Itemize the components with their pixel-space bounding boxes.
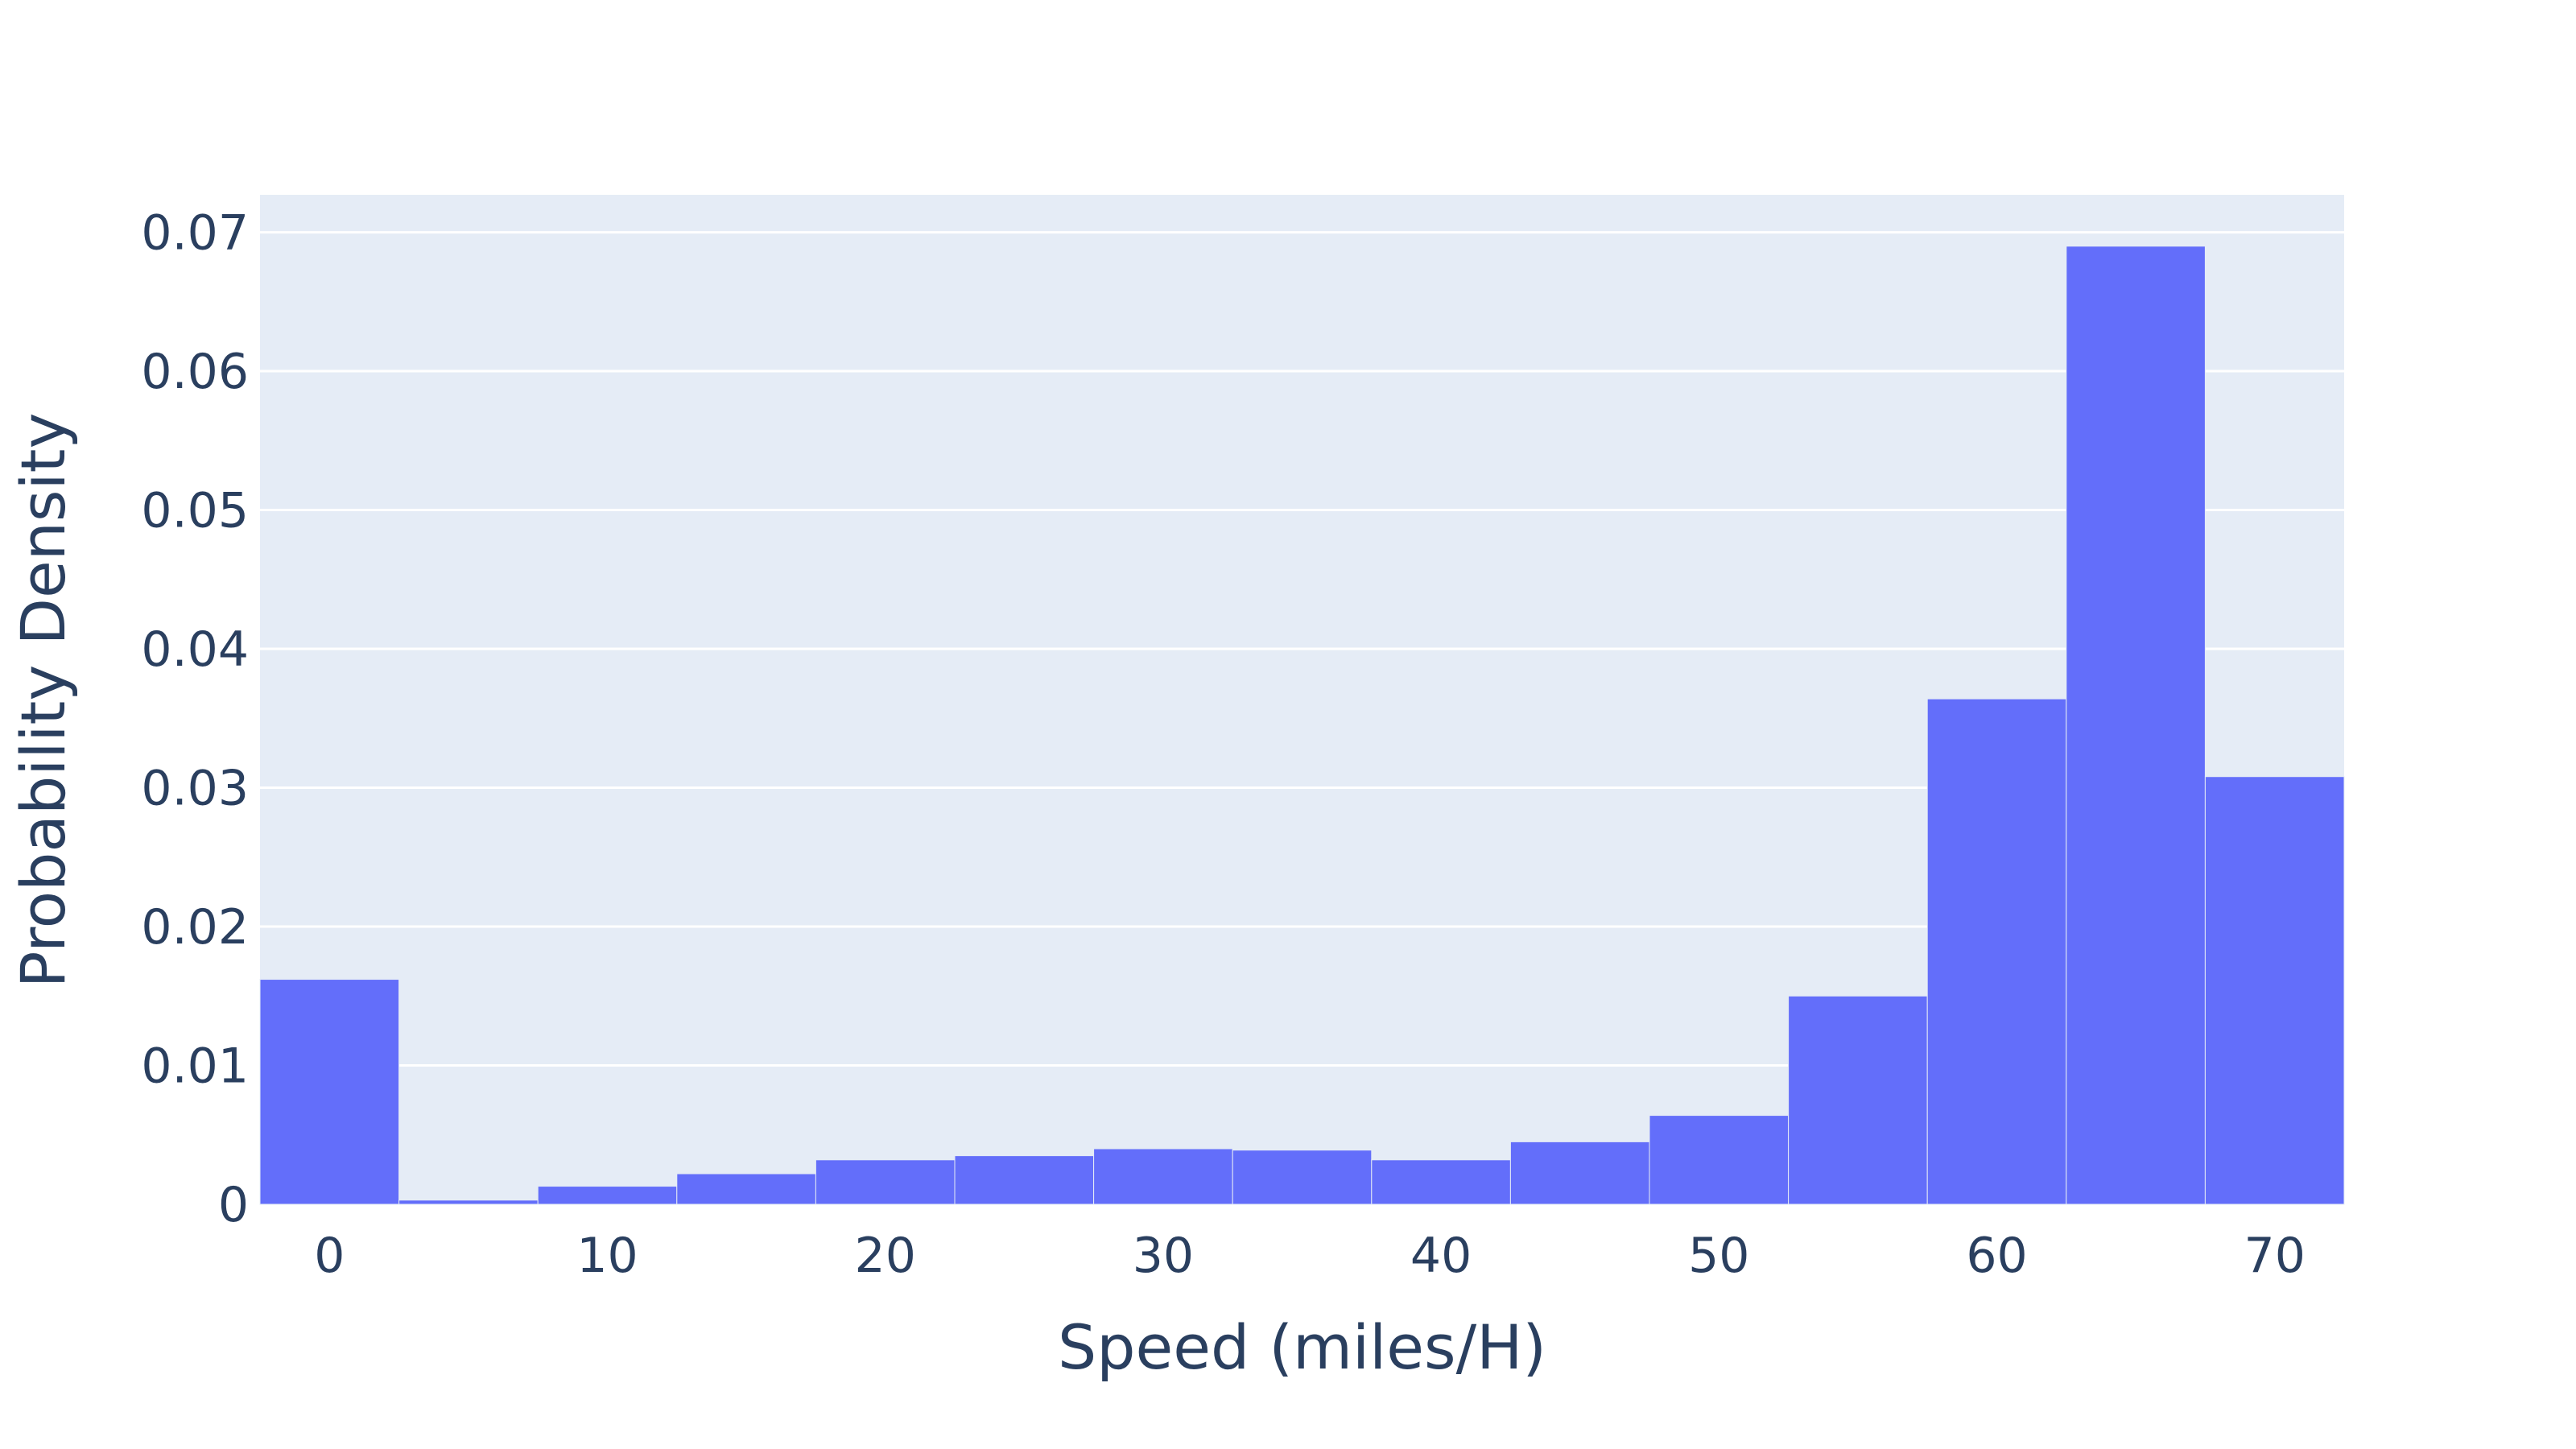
histogram-bar (954, 1155, 1095, 1205)
y-tick-label: 0 (218, 1177, 249, 1233)
y-tick-label: 0.04 (141, 621, 249, 678)
histogram-bar (676, 1173, 816, 1205)
histogram-bars (259, 246, 2345, 1205)
y-tick-label: 0.03 (141, 761, 249, 817)
y-tick-label: 0.06 (141, 344, 249, 400)
histogram-bar (1649, 1115, 1790, 1205)
x-tick-label: 70 (2244, 1228, 2306, 1284)
y-tick-label: 0.02 (141, 899, 249, 956)
histogram-bar (537, 1186, 678, 1205)
histogram-bar (1371, 1159, 1511, 1205)
histogram-bar (1232, 1150, 1373, 1205)
y-gridlines (260, 231, 2344, 1067)
y-tick-label: 0.05 (141, 483, 249, 539)
x-tick-label: 0 (314, 1228, 345, 1284)
histogram-bar (2204, 776, 2345, 1205)
y-tick-label: 0.07 (141, 205, 249, 262)
y-tick-label: 0.01 (141, 1038, 249, 1095)
y-axis-title: Probability Density (7, 413, 79, 989)
x-axis-ticks: 0 10 20 30 40 50 60 70 (314, 1228, 2306, 1284)
x-tick-label: 40 (1410, 1228, 1472, 1284)
histogram-bar (1093, 1148, 1233, 1205)
y-axis-ticks: 0 0.01 0.02 0.03 0.04 0.05 0.06 0.07 (141, 205, 249, 1233)
histogram-bar (259, 979, 400, 1205)
histogram-bar (1509, 1141, 1650, 1205)
histogram-bar (815, 1159, 956, 1205)
histogram-bar (1926, 698, 2067, 1205)
x-tick-label: 20 (855, 1228, 916, 1284)
x-tick-label: 10 (576, 1228, 638, 1284)
x-tick-label: 30 (1133, 1228, 1194, 1284)
histogram-bar (398, 1199, 539, 1205)
histogram-bar (1788, 995, 1928, 1205)
histogram-bar (2066, 246, 2206, 1205)
x-axis-title: Speed (miles/H) (1058, 1311, 1546, 1383)
x-tick-label: 60 (1966, 1228, 2027, 1284)
x-tick-label: 50 (1688, 1228, 1749, 1284)
